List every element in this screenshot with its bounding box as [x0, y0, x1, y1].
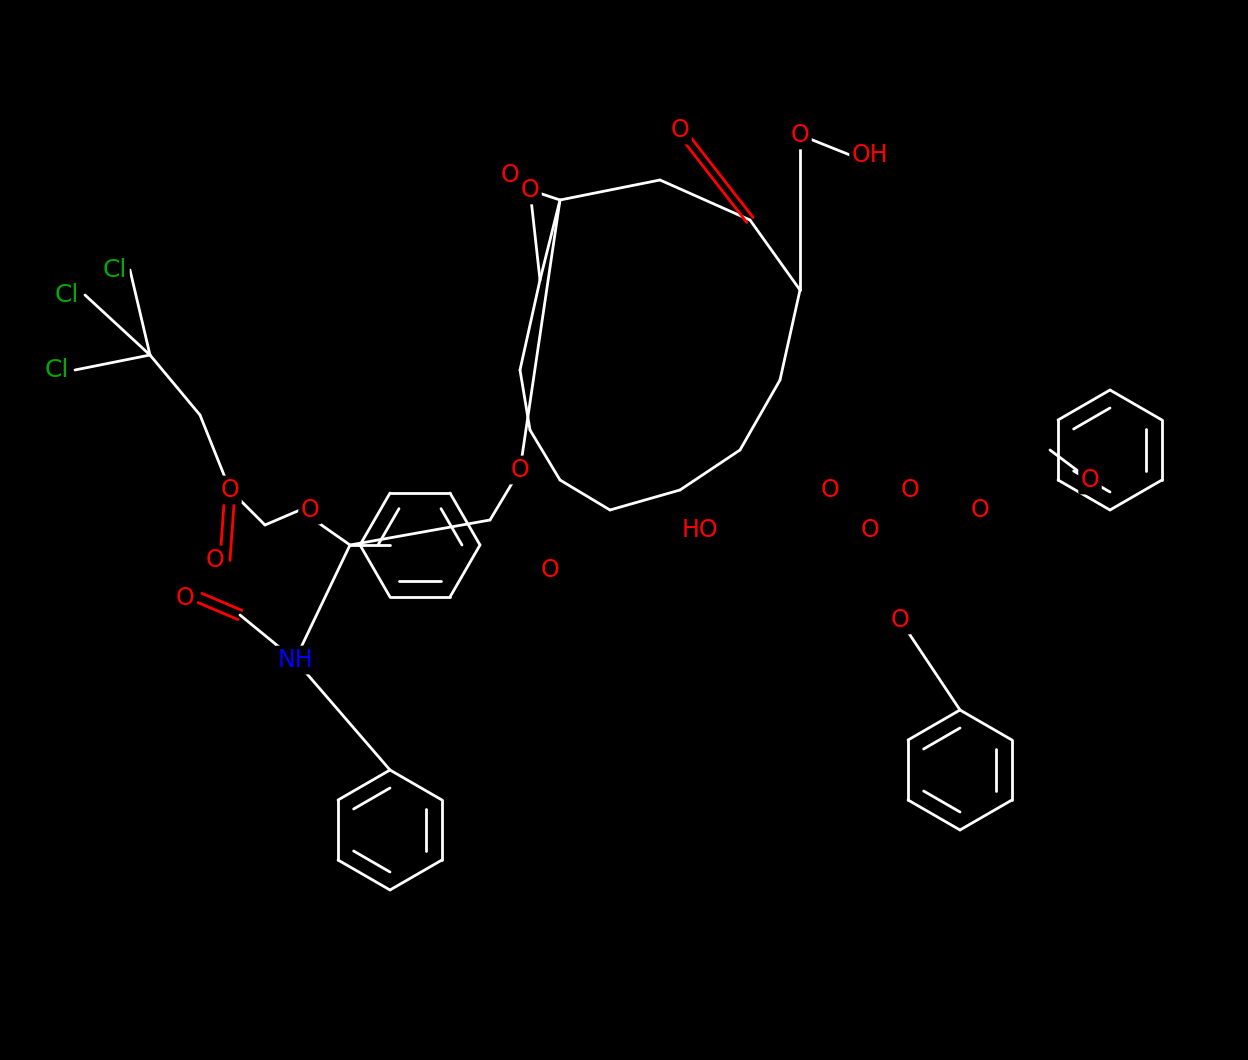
Text: O: O — [500, 163, 519, 187]
Text: O: O — [301, 498, 319, 522]
Text: O: O — [540, 558, 559, 582]
Text: O: O — [206, 548, 225, 572]
Text: O: O — [901, 478, 920, 502]
Text: OH: OH — [851, 143, 889, 167]
Text: O: O — [821, 478, 840, 502]
Text: O: O — [520, 178, 539, 202]
Text: O: O — [510, 458, 529, 482]
Text: O: O — [670, 118, 689, 142]
Text: O: O — [891, 608, 910, 632]
Text: Cl: Cl — [55, 283, 79, 307]
Text: NH: NH — [277, 648, 313, 672]
Text: O: O — [1081, 469, 1099, 492]
Text: Cl: Cl — [45, 358, 69, 382]
Text: O: O — [176, 586, 195, 610]
Text: O: O — [971, 498, 990, 522]
Text: O: O — [221, 478, 240, 502]
Text: HO: HO — [681, 518, 719, 542]
Text: O: O — [861, 518, 880, 542]
Text: Cl: Cl — [102, 258, 127, 282]
Text: O: O — [791, 123, 810, 147]
